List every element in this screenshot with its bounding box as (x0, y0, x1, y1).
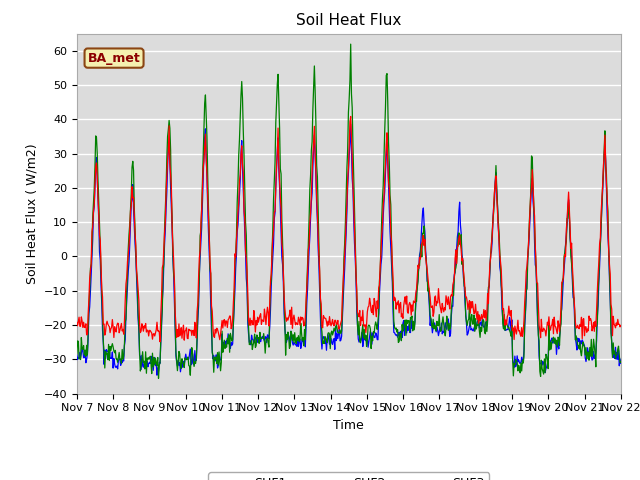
SHF1 (195, 274, 202, 279)
SHF2 (617, 360, 625, 366)
SHF3 (73, 351, 81, 357)
SHF2 (73, 352, 81, 358)
SHF2 (417, 249, 424, 254)
Y-axis label: Soil Heat Flux ( W/m2): Soil Heat Flux ( W/m2) (25, 144, 38, 284)
SHF1 (417, 256, 424, 262)
SHF2 (83, 357, 90, 362)
SHF1 (156, 339, 164, 345)
SHF1 (139, 324, 147, 330)
SHF2 (433, 329, 440, 335)
SHF1 (433, 303, 440, 309)
SHF3 (617, 359, 625, 365)
X-axis label: Time: Time (333, 419, 364, 432)
Text: BA_met: BA_met (88, 51, 140, 65)
SHF3 (223, 336, 231, 341)
SHF2 (195, 303, 202, 309)
Line: SHF3: SHF3 (77, 44, 621, 378)
SHF2 (347, 121, 355, 127)
Line: SHF1: SHF1 (77, 117, 621, 342)
SHF1 (73, 320, 81, 325)
Legend: SHF1, SHF2, SHF3: SHF1, SHF2, SHF3 (209, 472, 489, 480)
SHF2 (139, 362, 147, 368)
SHF1 (223, 324, 231, 330)
SHF3 (417, 251, 424, 256)
Title: Soil Heat Flux: Soil Heat Flux (296, 13, 401, 28)
Line: SHF2: SHF2 (77, 124, 621, 375)
SHF1 (617, 323, 625, 328)
SHF1 (347, 114, 355, 120)
SHF1 (83, 332, 90, 338)
SHF3 (195, 290, 202, 296)
SHF3 (83, 342, 90, 348)
SHF3 (347, 41, 355, 47)
SHF3 (433, 328, 440, 334)
SHF3 (155, 375, 163, 381)
SHF3 (139, 349, 147, 355)
SHF2 (223, 339, 231, 345)
SHF2 (153, 372, 161, 378)
